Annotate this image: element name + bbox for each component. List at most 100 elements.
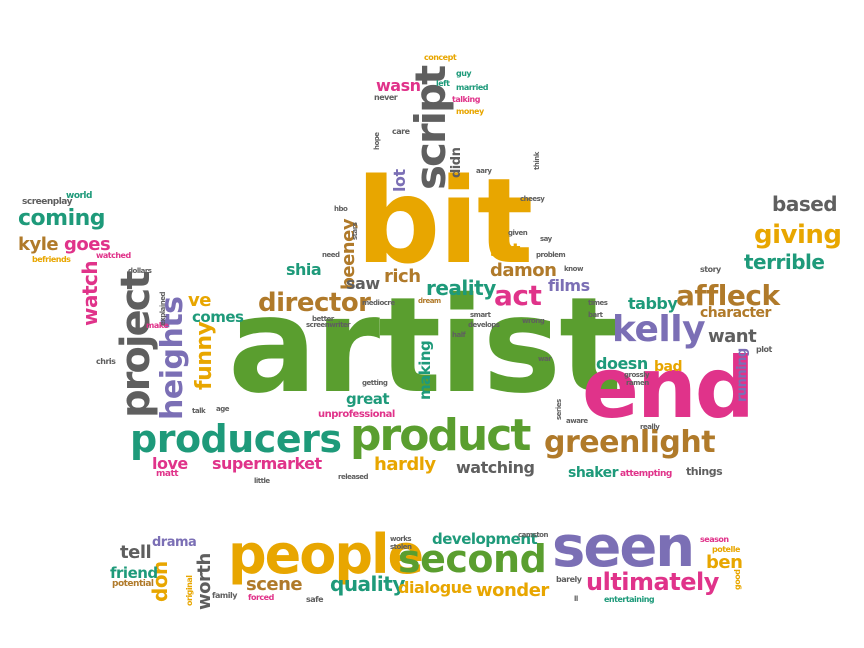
- word-hbo: hbo: [334, 205, 348, 213]
- word-funny: funny: [192, 321, 217, 390]
- word-good: good: [733, 569, 742, 590]
- word-director: director: [258, 288, 371, 318]
- word-matt: matt: [156, 469, 179, 479]
- word-half: half: [452, 331, 466, 339]
- word-watching: watching: [456, 458, 535, 477]
- word-mediocre: mediocre: [362, 299, 395, 307]
- word-watched: watched: [96, 251, 131, 260]
- word-seen: seen: [552, 515, 695, 580]
- word-grossly: grossly: [624, 371, 650, 379]
- word-explained: explained: [159, 291, 167, 326]
- word-kyle: kyle: [18, 234, 59, 255]
- word-character: character: [700, 305, 771, 321]
- word-released: released: [338, 473, 369, 481]
- word-season: season: [700, 535, 729, 544]
- word-potelle: potelle: [712, 545, 740, 554]
- word-affleck: affleck: [676, 279, 780, 312]
- word-dialogue: dialogue: [398, 578, 472, 597]
- word-think: think: [533, 152, 541, 170]
- word-works: works: [390, 535, 412, 543]
- word-producers: producers: [130, 417, 342, 461]
- word-films: films: [548, 276, 590, 295]
- word-artist: artist: [228, 269, 622, 423]
- word-family: family: [212, 591, 237, 600]
- word-act: act: [494, 279, 542, 312]
- word-rich: rich: [384, 266, 421, 287]
- word-better: better: [312, 315, 334, 323]
- word-wasn: wasn: [376, 76, 421, 95]
- word-need: need: [322, 251, 340, 259]
- word-running: running: [735, 348, 750, 402]
- word-reality: reality: [426, 276, 496, 300]
- word-second: second: [398, 537, 547, 581]
- word-damon: damon: [490, 260, 557, 281]
- word-set: set: [490, 240, 521, 261]
- word-story2: aary: [476, 167, 492, 175]
- word-cheesy: cheesy: [520, 195, 545, 203]
- word-hope: hope: [373, 132, 381, 150]
- word-want: want: [708, 326, 757, 347]
- word-kelly: kelly: [612, 309, 706, 350]
- word-times: times: [588, 299, 608, 307]
- word-camston: camston: [518, 531, 548, 539]
- word-attempting: attempting: [620, 469, 672, 479]
- word-didn: didn: [449, 147, 464, 178]
- word-drama: drama: [152, 535, 197, 550]
- word-great: great: [346, 390, 390, 408]
- word-bit: bit: [356, 152, 533, 290]
- word-know: know: [564, 265, 583, 273]
- word-terrible: terrible: [744, 250, 825, 274]
- word-hardly: hardly: [374, 454, 436, 475]
- word-supermarket: supermarket: [212, 454, 322, 473]
- word-wonder: wonder: [476, 580, 549, 601]
- word-married: married: [456, 83, 489, 92]
- word-end: end: [582, 339, 755, 437]
- word-given: given: [508, 229, 528, 237]
- word-plot: plot: [756, 345, 772, 354]
- word-shia: shia: [286, 260, 322, 279]
- word-make: make: [146, 321, 169, 330]
- word-money: money: [456, 107, 484, 116]
- word-shaker: shaker: [568, 465, 619, 481]
- word-doesn: doesn: [596, 354, 648, 373]
- word-world: world: [66, 191, 92, 201]
- word-giving: giving: [754, 220, 842, 250]
- word-goes: goes: [64, 234, 111, 255]
- word-development: development: [432, 530, 538, 548]
- word-forced: forced: [248, 593, 274, 602]
- word-ve: ve: [188, 290, 211, 311]
- word-entertaining: entertaining: [604, 595, 655, 604]
- word-talk: talk: [192, 407, 206, 415]
- word-based: based: [772, 192, 838, 216]
- word-things: things: [686, 465, 723, 478]
- word-tabby: tabby: [628, 294, 678, 313]
- word-problem: problem: [536, 251, 566, 259]
- word-worth: worth: [194, 553, 215, 610]
- word-left: left: [436, 79, 450, 88]
- word-people: people: [228, 523, 424, 586]
- word-quality: quality: [330, 572, 405, 596]
- word-smart: smart: [470, 311, 491, 319]
- word-series: series: [555, 399, 563, 420]
- word-say: say: [540, 235, 552, 243]
- word-ramen: ramen: [626, 379, 649, 387]
- word-wrong: wrong: [522, 317, 545, 325]
- word-lot: lot: [390, 169, 409, 192]
- word-never: never: [374, 93, 398, 102]
- word-friend: friend: [110, 564, 158, 582]
- word-project: project: [113, 272, 159, 418]
- word-bad: bad: [654, 359, 683, 375]
- word-aware: aware: [566, 417, 588, 425]
- word-love: love: [152, 454, 188, 473]
- word-product: product: [350, 410, 531, 461]
- word-ultimately: ultimately: [586, 568, 719, 596]
- word-ben: ben: [706, 552, 743, 573]
- word-scene: scene: [246, 574, 303, 595]
- word-really: really: [640, 423, 660, 431]
- word-potential: potential: [112, 579, 154, 589]
- word-war: war: [538, 355, 552, 363]
- word-story: story: [700, 265, 721, 274]
- word-talking: talking: [452, 95, 480, 104]
- word-bart: bart: [588, 311, 603, 319]
